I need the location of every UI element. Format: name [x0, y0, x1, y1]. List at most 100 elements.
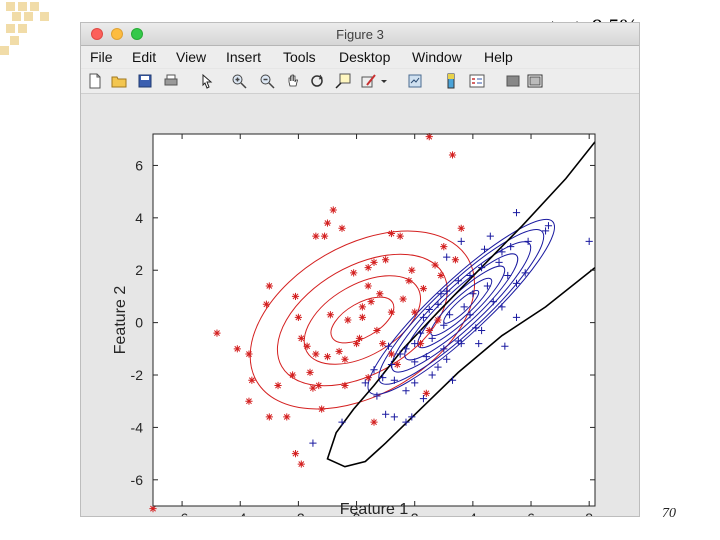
class-2-point-50 [338, 418, 346, 426]
class-1-point-61 [326, 311, 334, 319]
menu-insert[interactable]: Insert [226, 49, 262, 65]
class-1-point-26 [355, 334, 364, 342]
class-1-point-68 [422, 389, 430, 397]
class-2-point-3 [544, 222, 553, 230]
class-1-point-37 [382, 256, 390, 264]
minimize-window-button[interactable] [111, 28, 123, 40]
open-file-icon[interactable] [111, 73, 127, 89]
pan-hand-icon[interactable] [285, 73, 301, 89]
class-1-point-27 [358, 313, 366, 321]
class-2-point-53 [448, 376, 457, 384]
class-2-point-46 [390, 413, 398, 421]
figure-window: Figure 3 File Edit View Insert Tools Des… [80, 22, 640, 517]
figure-canvas: -6 -4 -2 0 2 4 6 8 -6 -4 -2 0 2 4 6 Feature 1 Feature 2 [81, 94, 640, 517]
class-2-point-60 [483, 282, 492, 290]
class-1-point-32 [399, 295, 407, 303]
decision-boundary [326, 141, 595, 468]
class-2-point-63 [416, 329, 425, 337]
class-2-point-13 [477, 264, 486, 272]
class-2-point-12 [495, 258, 503, 266]
scatter-plot[interactable]: -6 -4 -2 0 2 4 6 8 -6 -4 -2 0 2 4 6 Feature 1 Feature 2 [81, 94, 640, 517]
class-2-point-7 [457, 237, 465, 246]
class-1-point-69 [297, 334, 305, 342]
hide-plot-tools-icon[interactable] [505, 73, 521, 89]
rotate-3d-icon[interactable] [309, 73, 325, 89]
menu-edit[interactable]: Edit [132, 49, 157, 65]
menu-tools[interactable]: Tools [283, 49, 316, 65]
class-2-point-43 [457, 339, 465, 348]
zoom-in-icon[interactable] [231, 73, 247, 89]
new-figure-icon[interactable] [87, 73, 103, 89]
class-1-point-58 [411, 308, 419, 316]
menu-bar: File Edit View Insert Tools Desktop Wind… [81, 46, 639, 86]
close-window-button[interactable] [91, 28, 103, 40]
colorbar-icon[interactable] [443, 73, 459, 89]
class-1-point-4 [323, 219, 332, 227]
class-2-point-33 [396, 350, 404, 358]
class-1-point-50 [416, 339, 425, 348]
class-1-point-36 [370, 258, 378, 266]
window-title: Figure 3 [336, 27, 384, 42]
class-1-point-1 [425, 133, 433, 141]
class-1-point-19 [245, 397, 253, 405]
class-2-point-47 [402, 418, 410, 426]
class-2-point-59 [460, 303, 468, 311]
class-2-point-11 [507, 243, 515, 251]
edit-plot-arrow-icon[interactable] [199, 73, 215, 89]
class-1-point-44 [306, 368, 314, 376]
class-1-point-30 [387, 308, 396, 316]
class-2-point-39 [411, 379, 419, 387]
link-plot-icon[interactable] [407, 73, 423, 89]
class-2-point-37 [390, 376, 398, 384]
class-1-point-10 [457, 224, 465, 232]
class-1-point-15 [213, 329, 221, 337]
class-1-point-42 [335, 347, 343, 356]
brush-icon[interactable] [361, 73, 377, 89]
class-1-point-21 [283, 413, 291, 421]
class-2-point-56 [411, 358, 419, 366]
class-1-point-38 [405, 277, 413, 285]
class-2-point-18 [437, 290, 445, 298]
class-2-point-22 [498, 303, 506, 311]
print-icon[interactable] [163, 73, 179, 89]
class-1-point-41 [379, 339, 387, 348]
menu-file[interactable]: File [90, 49, 113, 65]
class-2-point-32 [402, 345, 410, 353]
class-1-point-16 [233, 345, 241, 353]
show-plot-tools-icon[interactable] [527, 73, 543, 89]
contour-1-level-1 [330, 296, 395, 344]
zoom-window-button[interactable] [131, 28, 143, 40]
contour-2-level-4 [404, 253, 519, 361]
brush-dropdown-icon[interactable] [379, 73, 389, 89]
data-cursor-icon[interactable] [335, 73, 351, 89]
window-titlebar[interactable]: Figure 3 [81, 23, 639, 46]
class-2-point-62 [446, 311, 454, 319]
class-2-point-57 [440, 321, 448, 329]
class-2-point-29 [428, 334, 436, 342]
class-2-point-19 [425, 305, 433, 314]
class-1-point-33 [364, 282, 372, 290]
menu-window[interactable]: Window [412, 49, 462, 65]
class-1-point-43 [312, 350, 320, 358]
menu-desktop[interactable]: Desktop [339, 49, 391, 65]
legend-icon[interactable] [469, 73, 485, 89]
class-1-point-70 [387, 350, 396, 358]
class-2-point-15 [469, 290, 477, 298]
class-2-point-26 [472, 324, 480, 332]
menu-help[interactable]: Help [484, 49, 513, 65]
class-2-point-6 [486, 232, 494, 240]
page-number: 70 [662, 506, 676, 521]
class-2-point-45 [419, 394, 428, 403]
menu-view[interactable]: View [176, 49, 207, 65]
class-1-point-46 [341, 381, 349, 390]
class-2-point-66 [466, 311, 474, 319]
class-1-point-9 [396, 232, 404, 240]
class-2-point-61 [504, 271, 512, 280]
save-icon[interactable] [137, 73, 153, 89]
class-2-point-25 [501, 342, 509, 350]
class-2-point-52 [428, 371, 436, 379]
zoom-out-icon[interactable] [259, 73, 275, 89]
class-1-point-47 [323, 353, 332, 361]
class-2-point-14 [466, 271, 474, 280]
class-1-point-66 [364, 374, 372, 382]
